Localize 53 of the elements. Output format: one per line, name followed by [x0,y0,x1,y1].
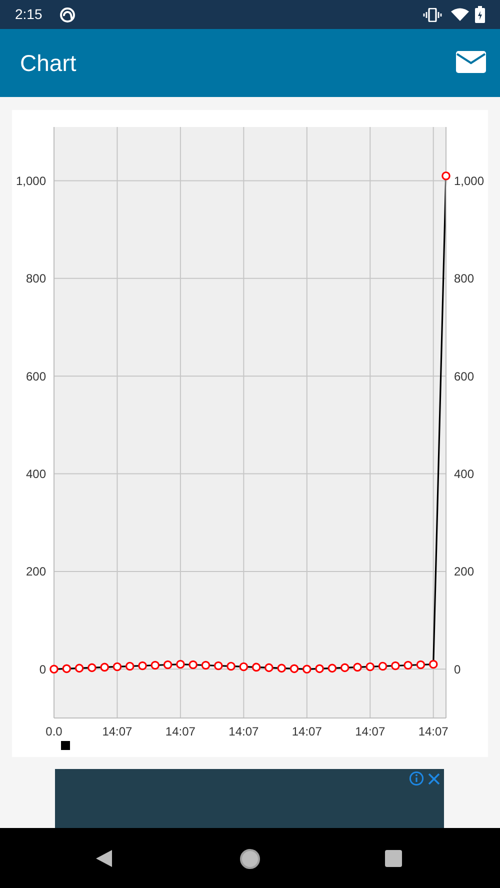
point [239,662,248,672]
point [277,664,286,673]
y2-tick-label: 600 [454,369,474,384]
point [378,662,388,671]
point [226,662,236,671]
y2-tick-label: 400 [454,467,474,482]
point [328,664,337,673]
point [100,662,109,672]
y-tick-label: 800 [26,272,46,286]
point [290,664,299,674]
y-tick-label: 400 [26,467,46,482]
y2-tick-label: 200 [454,564,474,579]
point [188,660,198,670]
text: 2:15 [15,6,42,22]
point [150,660,160,670]
point [176,660,185,669]
point [74,664,84,673]
point [88,663,96,672]
x-tick-label: 14:07 [355,724,386,739]
point [214,661,223,670]
y-tick-label: 200 [26,564,46,579]
y2-tick-label: 0 [454,662,461,676]
point [163,660,172,670]
point [416,660,426,670]
point [442,171,450,180]
y-tick-label: 0 [39,662,46,676]
chart-title: Chart [20,50,76,76]
point [302,664,312,674]
x-tick-label: 14:07 [292,724,322,739]
point [404,660,412,670]
point [391,661,400,670]
x-tick-label: 14:07 [102,724,133,739]
point [201,660,210,670]
point [50,664,58,674]
point [125,662,134,671]
y2-tick-label: 1,000 [454,174,484,188]
point [340,663,350,672]
point [138,661,147,670]
point [62,664,72,674]
point [353,662,362,672]
y-tick-label: 1,000 [16,174,46,188]
x-tick-label: 14:07 [418,724,449,739]
y-tick-label: 600 [26,369,46,384]
point [252,662,261,672]
x-tick-label: 0.0 [46,724,63,739]
point [428,660,438,669]
x-tick-label: 14:07 [165,724,196,739]
point [366,662,375,672]
point [264,663,274,672]
point [112,662,122,672]
y2-tick-label: 800 [454,272,474,286]
x-tick-label: 14:07 [228,724,260,739]
point [315,664,324,674]
